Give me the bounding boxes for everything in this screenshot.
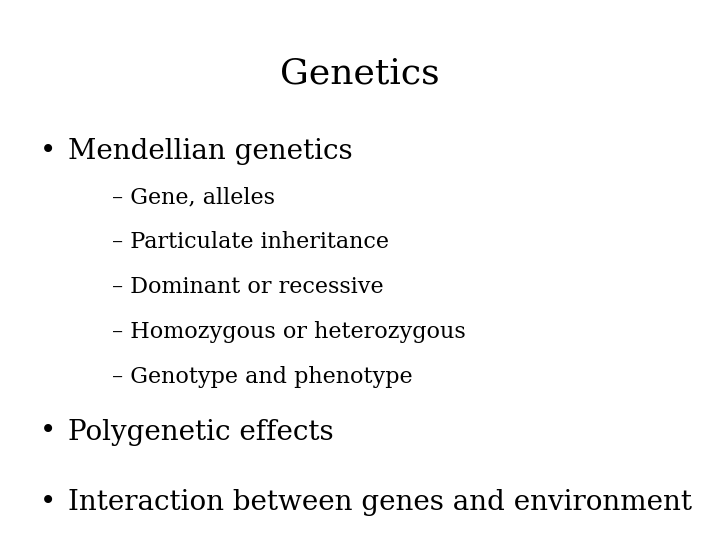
Text: – Homozygous or heterozygous: – Homozygous or heterozygous xyxy=(112,321,465,343)
Text: •: • xyxy=(40,138,56,165)
Text: – Particulate inheritance: – Particulate inheritance xyxy=(112,231,389,253)
Text: – Dominant or recessive: – Dominant or recessive xyxy=(112,276,383,298)
Text: Genetics: Genetics xyxy=(280,57,440,91)
Text: •: • xyxy=(40,418,56,445)
Text: •: • xyxy=(40,489,56,516)
Text: Mendellian genetics: Mendellian genetics xyxy=(68,138,353,165)
Text: – Genotype and phenotype: – Genotype and phenotype xyxy=(112,366,413,388)
Text: Interaction between genes and environment: Interaction between genes and environmen… xyxy=(68,489,693,516)
Text: – Gene, alleles: – Gene, alleles xyxy=(112,186,274,208)
Text: Polygenetic effects: Polygenetic effects xyxy=(68,418,334,445)
